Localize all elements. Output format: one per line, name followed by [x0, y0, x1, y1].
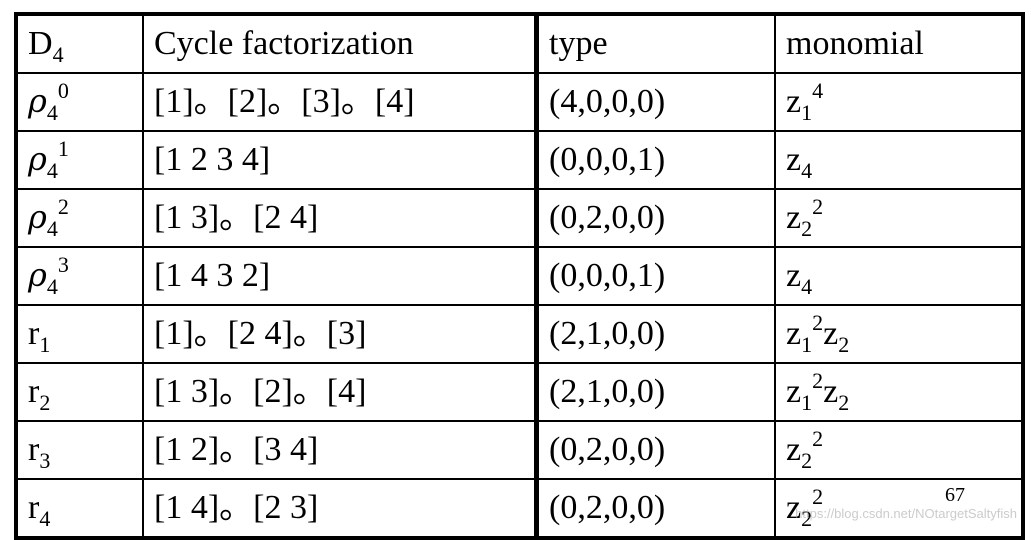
group-element: r2 — [15, 362, 144, 422]
monomial-subscript: 2 — [801, 448, 813, 473]
group-element: r1 — [15, 304, 144, 364]
group-element-symbol: r — [28, 315, 40, 352]
monomial: z4 — [774, 130, 1024, 190]
monomial-subscript: 4 — [801, 158, 813, 183]
group-element-subscript: 4 — [46, 216, 58, 241]
monomial-variable: z — [786, 257, 802, 294]
group-element-subscript: 4 — [46, 158, 58, 183]
monomial-variable: z — [786, 315, 802, 352]
monomial-variable: z — [786, 431, 802, 468]
header-group-main: D — [28, 25, 53, 62]
monomial-variable: z — [786, 141, 802, 178]
cycle-type: (2,1,0,0) — [535, 304, 776, 364]
monomial-subscript: 2 — [801, 506, 813, 531]
group-element: ρ40 — [15, 72, 144, 132]
cycle-index-table-container: D4 Cycle factorization type monomial ρ40… — [14, 12, 1025, 540]
monomial-exponent: 2 — [812, 310, 824, 335]
group-element-subscript: 1 — [39, 332, 51, 357]
group-element-symbol: r — [28, 373, 40, 410]
monomial: z22 — [774, 420, 1024, 480]
watermark: https://blog.csdn.net/NOtargetSaltyfish — [795, 506, 1017, 521]
monomial-subscript: 2 — [838, 332, 850, 357]
group-element-subscript: 3 — [39, 448, 51, 473]
cycle-factorization: [1 2]。[3 4] — [142, 420, 539, 480]
group-element-symbol: ρ — [28, 256, 47, 294]
monomial-exponent: 2 — [812, 484, 824, 509]
monomial-variable: z — [823, 373, 839, 410]
table-row: ρ43 [1 4 3 2] (0,0,0,1) z4 — [15, 246, 1024, 306]
monomial: z4 — [774, 246, 1024, 306]
table-row: ρ41 [1 2 3 4] (0,0,0,1) z4 — [15, 130, 1024, 190]
header-row: D4 Cycle factorization type monomial — [15, 13, 1024, 74]
group-element-superscript: 1 — [57, 136, 69, 161]
cycle-type: (0,2,0,0) — [535, 420, 776, 480]
cycle-type: (0,0,0,1) — [535, 130, 776, 190]
cycle-factorization: [1 4]。[2 3] — [142, 478, 539, 539]
monomial-exponent: 2 — [812, 194, 824, 219]
monomial-exponent: 2 — [812, 368, 824, 393]
table-row: ρ40 [1]。[2]。[3]。[4] (4,0,0,0) z14 — [15, 72, 1024, 132]
monomial-subscript: 2 — [801, 216, 813, 241]
group-element-symbol: ρ — [28, 82, 47, 120]
table-row: r3 [1 2]。[3 4] (0,2,0,0) z22 — [15, 420, 1024, 480]
cycle-type: (0,0,0,1) — [535, 246, 776, 306]
cycle-factorization: [1 3]。[2 4] — [142, 188, 539, 248]
table-row: r4 [1 4]。[2 3] (0,2,0,0) z22 — [15, 478, 1024, 539]
monomial: z22 — [774, 478, 1024, 539]
header-monomial: monomial — [774, 13, 1024, 74]
monomial-subscript: 4 — [801, 274, 813, 299]
monomial-variable: z — [786, 373, 802, 410]
monomial: z12z2 — [774, 362, 1024, 422]
monomial: z12z2 — [774, 304, 1024, 364]
monomial-variable: z — [786, 199, 802, 236]
group-element-symbol: r — [28, 489, 40, 526]
table-body: D4 Cycle factorization type monomial ρ40… — [15, 13, 1024, 539]
table-row: ρ42 [1 3]。[2 4] (0,2,0,0) z22 — [15, 188, 1024, 248]
table-row: r2 [1 3]。[2]。[4] (2,1,0,0) z12z2 — [15, 362, 1024, 422]
table-row: r1 [1]。[2 4]。[3] (2,1,0,0) z12z2 — [15, 304, 1024, 364]
group-element-subscript: 2 — [39, 390, 51, 415]
cycle-factorization: [1]。[2 4]。[3] — [142, 304, 539, 364]
group-element: ρ41 — [15, 130, 144, 190]
header-type: type — [535, 13, 776, 74]
group-element-subscript: 4 — [46, 274, 58, 299]
cycle-factorization: [1 4 3 2] — [142, 246, 539, 306]
monomial-variable: z — [786, 83, 802, 120]
group-element-superscript: 3 — [57, 252, 69, 277]
monomial: z22 — [774, 188, 1024, 248]
group-element-symbol: r — [28, 431, 40, 468]
group-element-superscript: 0 — [57, 78, 69, 103]
group-element: r3 — [15, 420, 144, 480]
header-group: D4 — [15, 13, 144, 74]
monomial-variable: z — [786, 489, 802, 526]
group-element: ρ43 — [15, 246, 144, 306]
monomial: z14 — [774, 72, 1024, 132]
cycle-index-table: D4 Cycle factorization type monomial ρ40… — [14, 12, 1025, 540]
cycle-factorization: [1 2 3 4] — [142, 130, 539, 190]
cycle-type: (0,2,0,0) — [535, 188, 776, 248]
cycle-type: (4,0,0,0) — [535, 72, 776, 132]
monomial-subscript: 1 — [801, 332, 813, 357]
header-cycle: Cycle factorization — [142, 13, 539, 74]
monomial-exponent: 4 — [812, 78, 824, 103]
monomial-variable: z — [823, 315, 839, 352]
page-number: 67 — [945, 484, 965, 506]
monomial-subscript: 1 — [801, 100, 813, 125]
group-element-superscript: 2 — [57, 194, 69, 219]
cycle-factorization: [1 3]。[2]。[4] — [142, 362, 539, 422]
cycle-factorization: [1]。[2]。[3]。[4] — [142, 72, 539, 132]
cycle-type: (2,1,0,0) — [535, 362, 776, 422]
group-element-subscript: 4 — [39, 506, 51, 531]
cycle-type: (0,2,0,0) — [535, 478, 776, 539]
monomial-subscript: 2 — [838, 390, 850, 415]
monomial-exponent: 2 — [812, 426, 824, 451]
group-element: ρ42 — [15, 188, 144, 248]
group-element-symbol: ρ — [28, 198, 47, 236]
group-element-symbol: ρ — [28, 140, 47, 178]
header-group-sub: 4 — [52, 42, 64, 67]
group-element-subscript: 4 — [46, 100, 58, 125]
group-element: r4 — [15, 478, 144, 539]
monomial-subscript: 1 — [801, 390, 813, 415]
